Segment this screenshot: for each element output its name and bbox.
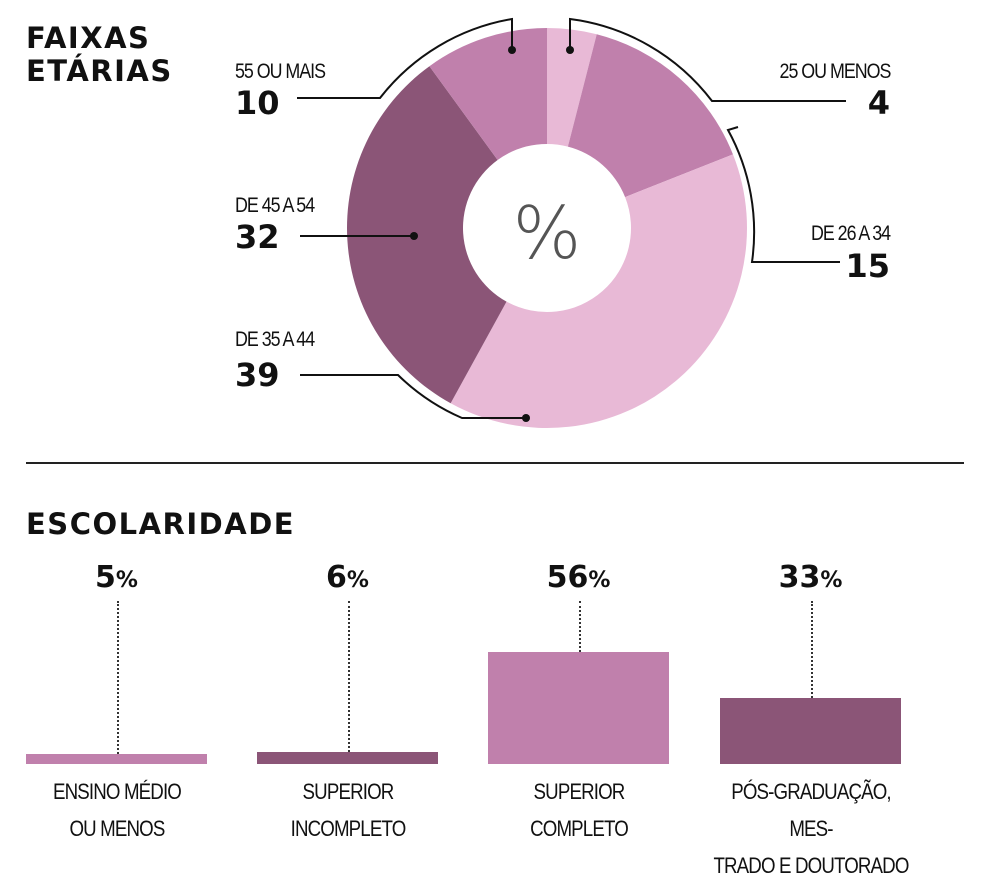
bar-chart-title: ESCOLARIDADE: [26, 507, 296, 541]
donut-slice-de-35-a-44: [450, 154, 748, 429]
bar-value-label: 6%: [326, 560, 369, 595]
bar: [720, 698, 901, 764]
leader-35-a-44: [300, 374, 526, 419]
leader-dot: [410, 232, 418, 240]
value-26-a-34: 15: [845, 247, 890, 285]
leader-dot: [508, 46, 516, 54]
donut-title: FAIXAS ETÁRIAS: [26, 21, 173, 88]
donut-slice-55-ou-mais: [429, 28, 547, 161]
value-55-ou-mais: 10: [235, 84, 280, 122]
bar-value-label: 5%: [95, 560, 138, 595]
donut-chart: %: [297, 17, 846, 429]
label-25-ou-menos: 25 OU MENOS: [779, 60, 891, 83]
bar-category-label: SUPERIOR COMPLETO: [529, 779, 629, 841]
leader-dot: [566, 46, 574, 54]
leader-dot: [522, 414, 530, 422]
label-55-ou-mais: 55 OU MAIS: [235, 60, 326, 83]
leader-26-a-34: [726, 126, 840, 263]
value-45-a-54: 32: [235, 218, 280, 256]
bar: [488, 652, 669, 764]
bar-category-label: ENSINO MÉDIO OU MENOS: [52, 779, 181, 841]
bar-leader-dotted: [810, 601, 813, 698]
center-percent-label: %: [513, 191, 581, 275]
donut-slice-de-26-a-34: [567, 34, 733, 198]
bar-leader-dotted: [347, 601, 350, 752]
donut-slice-25-ou-menos: [547, 28, 597, 147]
leader-55-ou-mais: [297, 17, 513, 99]
bar-category-label: PÓS-GRADUAÇÃO, MES- TRADO E DOUTORADO: [712, 779, 909, 878]
donut-slice-de-45-a-54: [347, 66, 507, 404]
value-35-a-44: 39: [235, 356, 280, 394]
label-35-a-44: DE 35 A 44: [235, 328, 315, 351]
bar: [257, 752, 438, 764]
bar-value-label: 56%: [546, 560, 611, 595]
bar-value-label: 33%: [778, 560, 843, 595]
value-25-ou-menos: 4: [867, 84, 890, 122]
bar-leader-dotted: [578, 601, 581, 652]
label-26-a-34: DE 26 A 34: [810, 222, 891, 245]
bar-leader-dotted: [116, 601, 119, 754]
bar-category-label: SUPERIOR INCOMPLETO: [290, 779, 406, 841]
bar: [26, 754, 207, 764]
leader-25-ou-menos: [569, 17, 846, 102]
section-divider: [26, 462, 964, 464]
label-45-a-54: DE 45 A 54: [235, 194, 315, 217]
